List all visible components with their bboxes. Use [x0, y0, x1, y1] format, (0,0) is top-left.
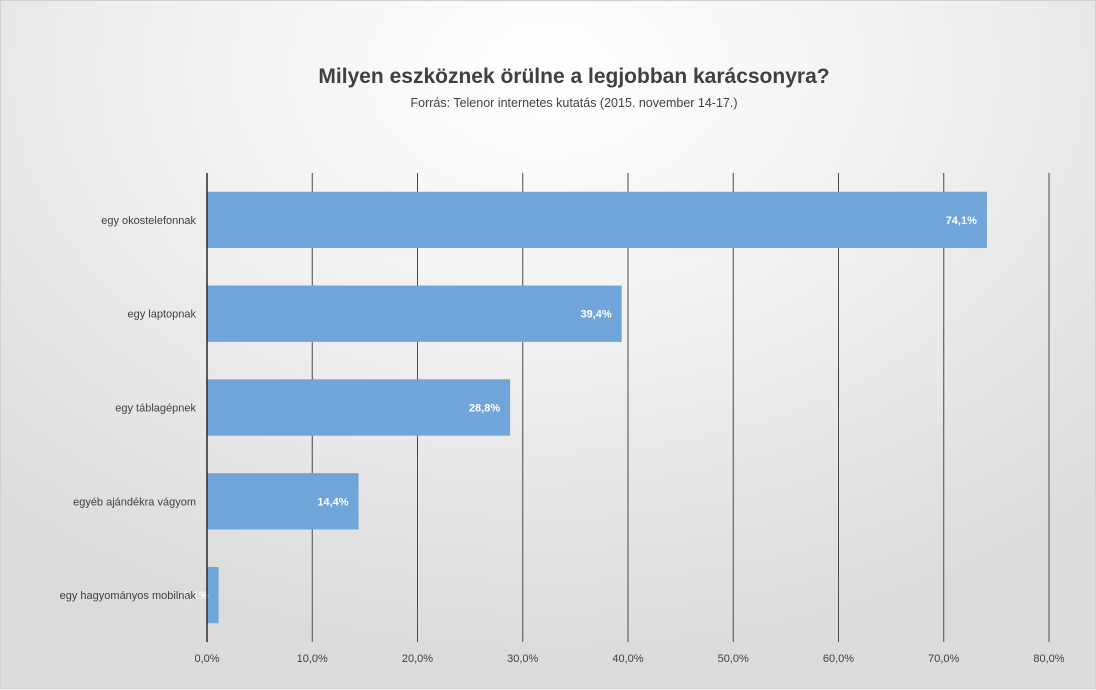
data-label: 39,4% [580, 309, 611, 321]
bar [207, 379, 511, 436]
x-tick-label: 80,0% [1033, 653, 1064, 665]
bar [207, 473, 359, 530]
category-label: egy okostelefonnak [101, 215, 196, 227]
bar [207, 191, 987, 249]
data-label: 28,8% [469, 403, 500, 415]
x-tick-label: 50,0% [718, 653, 749, 665]
gridlines [311, 173, 1050, 642]
data-label: 74,1% [946, 215, 977, 227]
category-label: egy hagyományos mobilnak [60, 590, 197, 602]
category-label: egy laptopnak [128, 309, 197, 321]
bars: 74,1% 39,4% 28,8% 14,4% 1,1% [183, 191, 987, 624]
category-label: egy táblagépnek [115, 403, 196, 415]
axes: 0,0% 10,0% 20,0% 30,0% 40,0% 50,0% 60,0% 70,0% 8… [60, 173, 1065, 665]
data-label: 14,4% [317, 496, 348, 508]
bar [207, 285, 622, 342]
bar [207, 566, 219, 624]
x-tick-label: 20,0% [402, 653, 433, 665]
x-tick-label: 60,0% [823, 653, 854, 665]
chart-subtitle: Forrás: Telenor internetes kutatás (2015… [410, 96, 738, 110]
x-tick-label: 0,0% [194, 653, 219, 665]
x-tick-label: 30,0% [507, 653, 538, 665]
data-label: 1,1% [183, 590, 208, 602]
x-tick-label: 10,0% [297, 653, 328, 665]
x-tick-label: 40,0% [612, 653, 643, 665]
category-label: egyéb ajándékra vágyom [73, 496, 196, 508]
chart-title: Milyen eszköznek örülne a legjobban kará… [318, 65, 830, 88]
x-tick-label: 70,0% [928, 653, 959, 665]
